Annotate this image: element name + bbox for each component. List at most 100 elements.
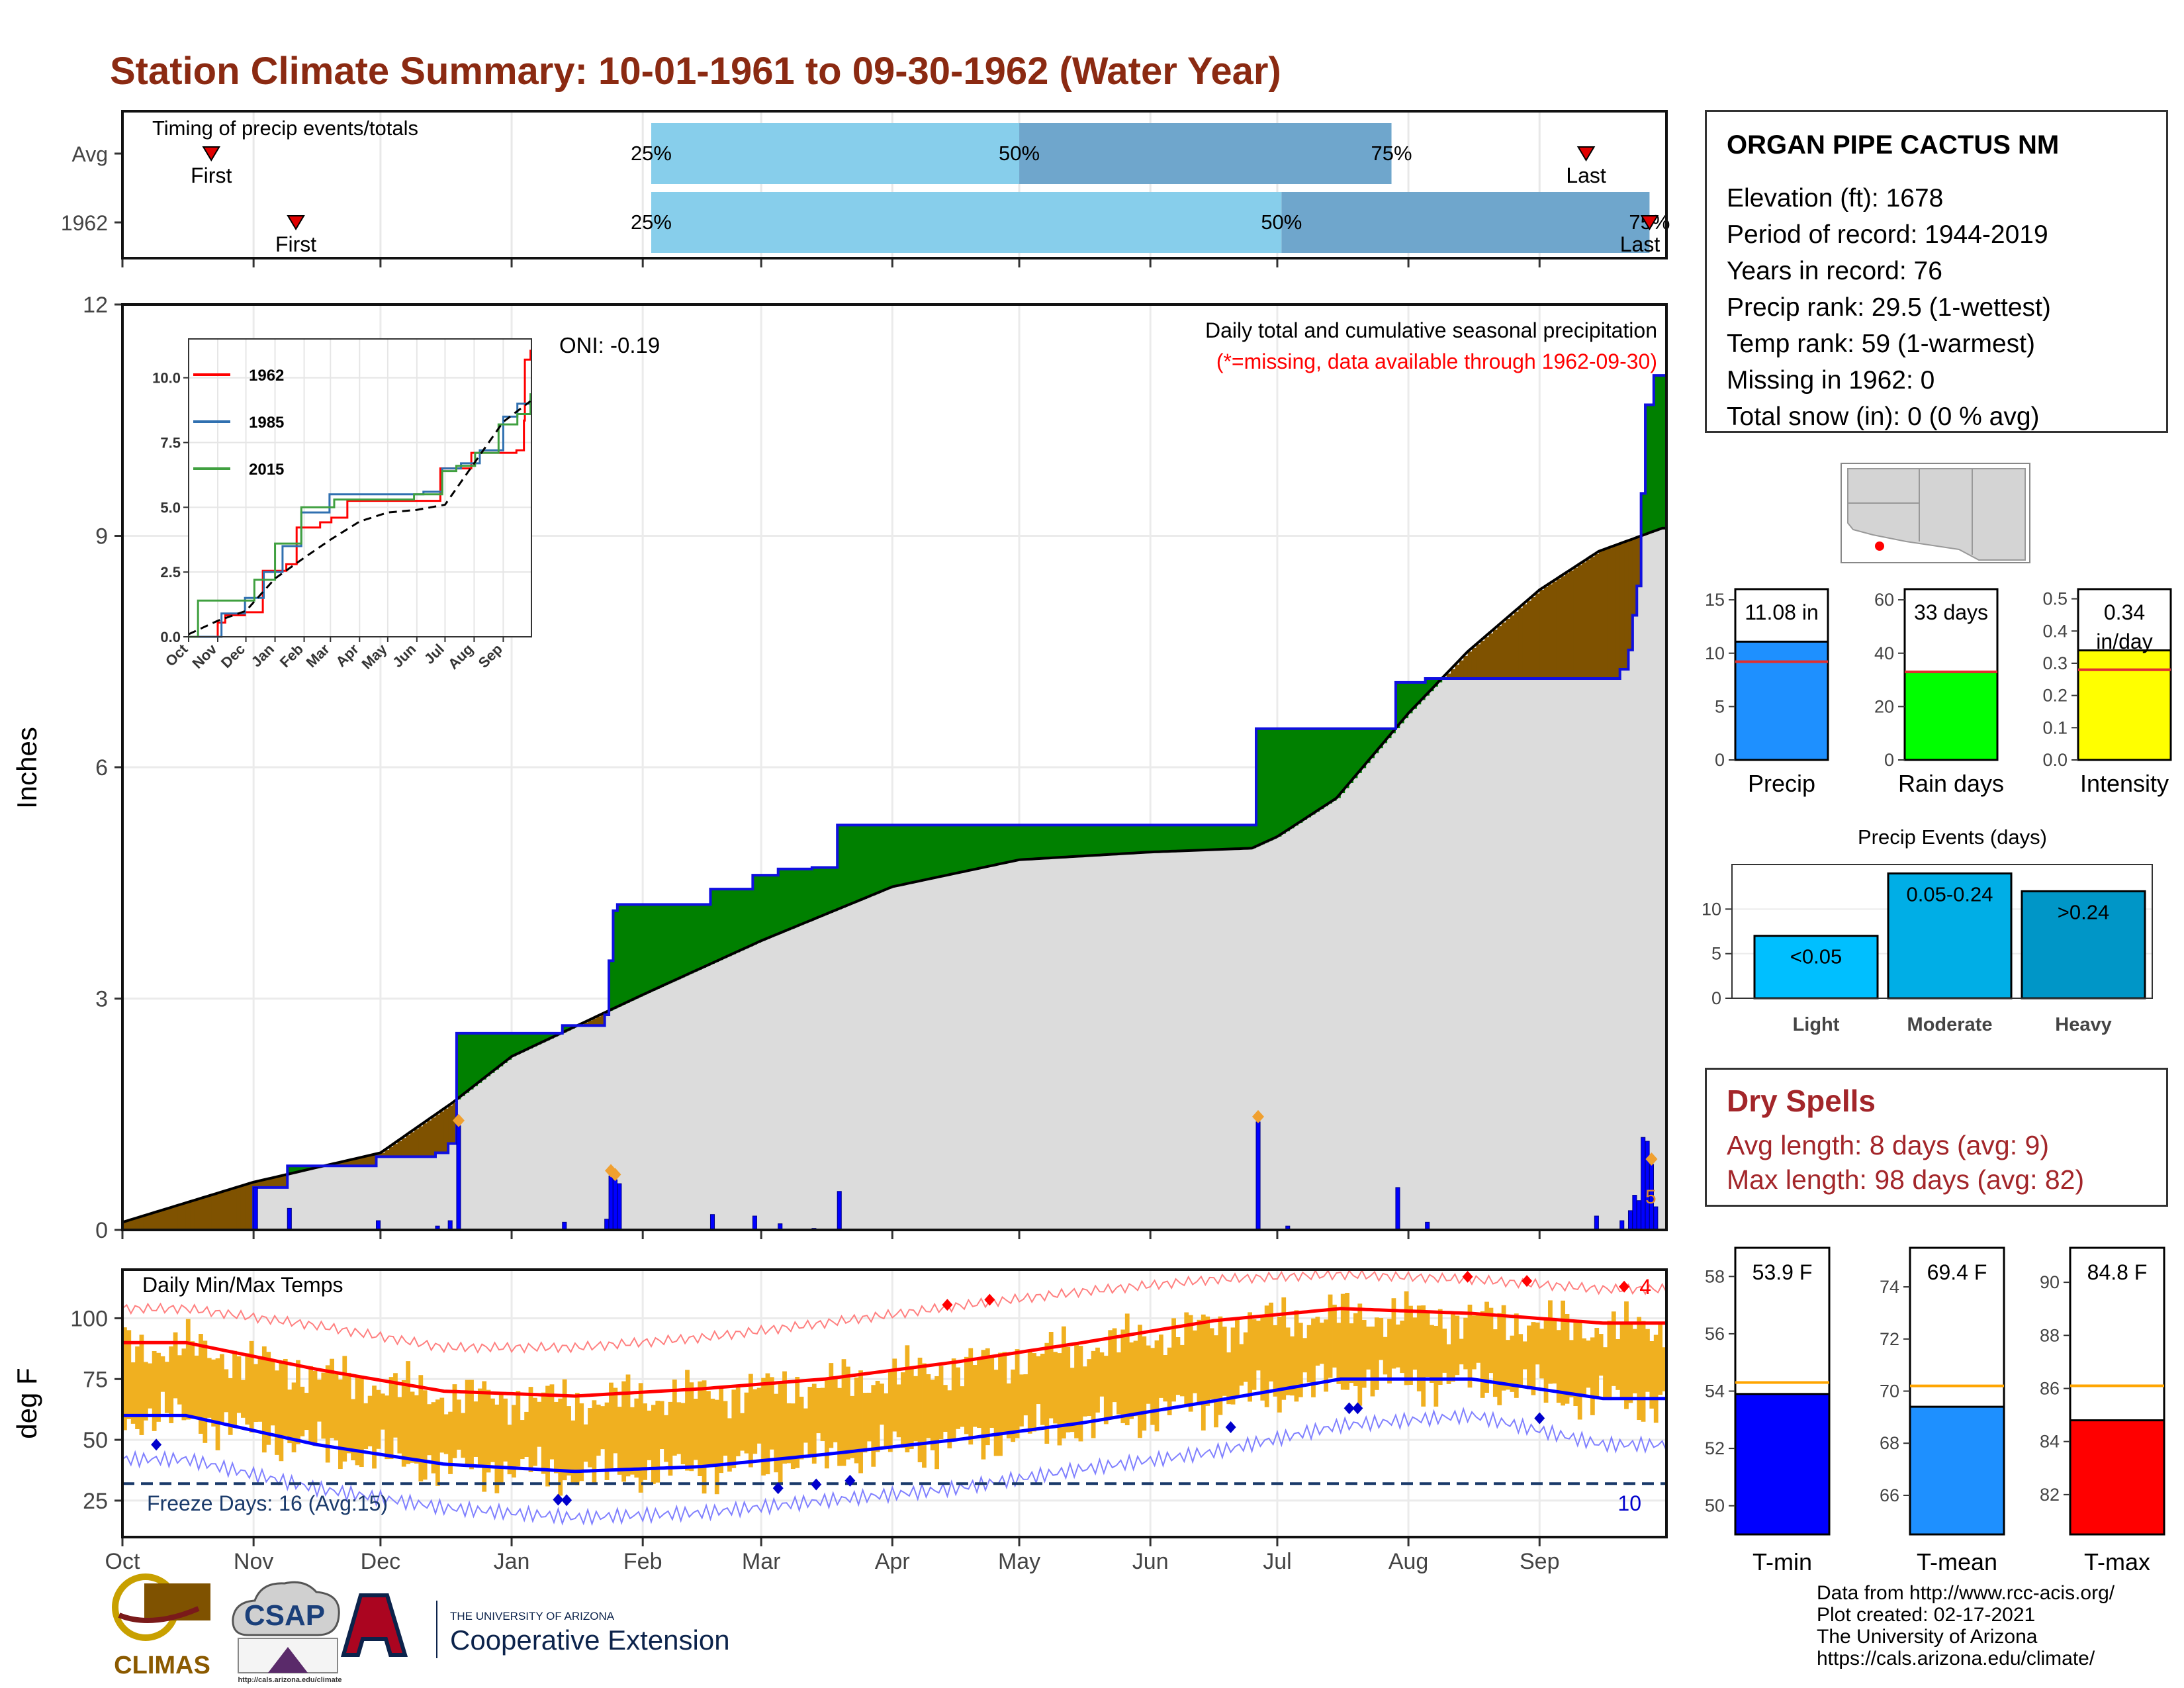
climatology-area	[588, 1025, 593, 1230]
anomaly-area	[346, 1160, 351, 1166]
daily-temp-bar	[1078, 1346, 1083, 1442]
climatology-area	[740, 950, 745, 1230]
anomaly-area	[143, 1215, 148, 1230]
anomaly-area	[875, 825, 880, 894]
climatology-area	[1510, 679, 1515, 1230]
climatology-area	[473, 1086, 478, 1230]
anomaly-area	[651, 904, 656, 991]
climatology-area	[1264, 842, 1269, 1230]
anomaly-area	[422, 1123, 428, 1157]
last-event-marker	[1640, 215, 1659, 230]
timing-last-label: Last	[1566, 164, 1606, 187]
anomaly-area	[1480, 640, 1485, 679]
climatology-area	[443, 1152, 449, 1230]
climatology-area	[1561, 679, 1566, 1230]
anomaly-area	[1209, 825, 1214, 850]
timing-chart: Avg25%50%75%FirstLast196225%50%75%FirstL…	[61, 110, 1670, 267]
climatology-area	[756, 943, 762, 1230]
daily-temp-bar	[215, 1358, 220, 1450]
daily-temp-bar	[922, 1363, 927, 1468]
climatology-area	[638, 996, 643, 1230]
anomaly-area	[1586, 559, 1591, 679]
daily-temp-bar	[926, 1374, 931, 1438]
anomaly-area	[385, 1150, 390, 1157]
climatology-area	[1514, 679, 1519, 1230]
anomaly-area	[1294, 728, 1299, 826]
record-low-count: 10	[1617, 1491, 1641, 1515]
anomaly-area	[498, 1033, 504, 1066]
climatology-area	[1658, 530, 1663, 1231]
climatology-area	[1171, 851, 1177, 1230]
anomaly-area	[1569, 570, 1574, 679]
climatology-area	[1099, 855, 1105, 1230]
climatology-area	[1066, 857, 1071, 1230]
climatology-area	[422, 1156, 428, 1230]
climatology-area	[1120, 853, 1126, 1230]
anomaly-area	[638, 904, 643, 997]
daily-temp-bar	[858, 1370, 863, 1474]
anomaly-area	[993, 825, 999, 865]
daily-temp-bar	[1036, 1356, 1041, 1405]
daily-temp-bar	[680, 1403, 686, 1465]
climatology-area	[964, 871, 969, 1230]
heavy-event-marker	[1645, 1152, 1658, 1166]
daily-temp-bar	[1492, 1329, 1498, 1397]
anomaly-area	[1603, 549, 1608, 679]
climatology-area	[905, 884, 910, 1230]
anomaly-area	[1019, 825, 1024, 860]
climatology-area	[875, 894, 880, 1230]
climatology-area	[1518, 679, 1524, 1230]
anomaly-area	[655, 904, 660, 989]
climatology-area	[1053, 857, 1058, 1230]
daily-temp-bar	[698, 1381, 703, 1477]
anomaly-area	[964, 825, 969, 872]
daily-temp-bar	[1082, 1366, 1087, 1417]
daily-temp-bar	[896, 1384, 901, 1438]
climatology-area	[528, 1048, 533, 1230]
climatology-area	[1184, 851, 1189, 1230]
daily-temp-bar	[1302, 1338, 1308, 1373]
climatology-area	[693, 971, 698, 1230]
anomaly-area	[634, 904, 639, 999]
anomaly-area	[1459, 660, 1464, 679]
anomaly-area	[1455, 665, 1460, 679]
panel-ytick-label: 0.4	[2042, 621, 2068, 641]
daily-temp-bar	[676, 1402, 682, 1454]
climatology-area	[1446, 679, 1451, 1230]
daily-temp-bar	[1387, 1319, 1392, 1383]
daily-temp-bar	[1061, 1326, 1066, 1439]
climatology-area	[706, 965, 711, 1230]
climatology-area	[541, 1042, 546, 1230]
anomaly-area	[1328, 728, 1333, 804]
climatology-area	[825, 914, 830, 1230]
daily-temp-bar	[190, 1341, 195, 1419]
daily-temp-bar	[820, 1387, 825, 1442]
anomaly-area	[613, 910, 618, 1009]
record-low-marker	[1534, 1412, 1545, 1425]
anomaly-area	[672, 904, 677, 982]
anomaly-area	[1492, 630, 1498, 679]
climatology-area	[388, 1156, 394, 1230]
climatology-area	[735, 952, 741, 1230]
climatology-area	[355, 1166, 360, 1230]
daily-temp-bar	[1340, 1293, 1345, 1390]
anomaly-area	[1658, 375, 1663, 530]
daily-temp-bar	[1269, 1302, 1273, 1382]
timing-title: Timing of precip events/totals	[152, 117, 418, 140]
climatology-area	[321, 1166, 326, 1230]
climatology-area	[993, 865, 999, 1230]
climatology-area	[1400, 723, 1405, 1230]
daily-temp-bar	[807, 1386, 813, 1456]
daily-precip-bar	[1395, 1187, 1400, 1231]
anomaly-area	[1184, 825, 1189, 851]
daily-temp-bar	[1451, 1313, 1455, 1382]
climatology-area	[1006, 862, 1011, 1230]
anomaly-area	[744, 889, 749, 949]
anomaly-area	[549, 1033, 555, 1039]
anomaly-area	[1510, 615, 1515, 679]
anomaly-area	[774, 875, 779, 936]
anomaly-area	[203, 1197, 208, 1230]
climatology-area	[850, 904, 855, 1230]
climatology-area	[257, 1187, 263, 1230]
climatology-line	[122, 526, 1666, 1224]
